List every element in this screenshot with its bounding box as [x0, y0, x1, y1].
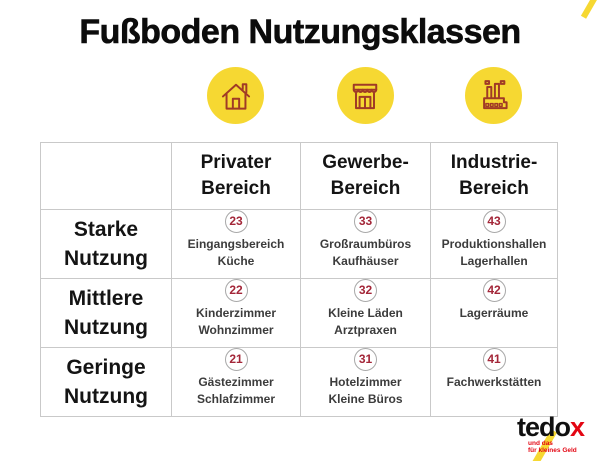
row-label-geringe-nutzung: Geringe Nutzung — [40, 347, 172, 417]
column-header-industrie-bereich: Industrie- Bereich — [430, 142, 558, 210]
row-label-mittlere-nutzung: Mittlere Nutzung — [40, 278, 172, 348]
cell-text: Kleine Läden Arztpraxen — [328, 306, 403, 337]
table-cell: 31 Hotelzimmer Kleine Büros — [300, 347, 431, 417]
table-cell: 21 Gästezimmer Schlafzimmer — [171, 347, 301, 417]
class-number-badge: 42 — [482, 279, 506, 302]
brand-wordmark: tedox — [480, 412, 585, 442]
table-row-mittlere-nutzung: Mittlere Nutzung 22 Kinderzimmer Wohnzim… — [40, 278, 558, 348]
class-number-badge: 23 — [224, 210, 248, 233]
icon-spacer — [40, 67, 171, 124]
column-header-gewerbe-bereich: Gewerbe- Bereich — [300, 142, 431, 210]
tedox-logo: tedox und das für kleines Geld — [480, 412, 585, 461]
table-cell: 33 Großraumbüros Kaufhäuser — [300, 209, 431, 279]
class-number-badge: 33 — [354, 210, 377, 233]
table-cell: 43 Produktionshallen Lagerhallen — [430, 209, 558, 279]
table-row-starke-nutzung: Starke Nutzung 23 Eingangsbereich Küche … — [40, 209, 558, 279]
class-number-badge: 22 — [224, 279, 248, 302]
icon-row — [40, 67, 557, 124]
class-number-badge: 41 — [482, 348, 506, 371]
brand-x: x — [569, 412, 585, 442]
factory-icon — [465, 67, 522, 124]
class-number-badge: 21 — [224, 348, 248, 371]
table-cell: 41 Fachwerkstätten — [430, 347, 558, 417]
cell-text: Fachwerkstätten — [446, 375, 542, 389]
class-number-badge: 31 — [354, 348, 377, 371]
cell-text: Produktionshallen Lagerhallen — [441, 237, 547, 268]
store-icon — [336, 67, 394, 124]
house-icon — [207, 67, 264, 124]
cell-text: Lagerräume — [459, 306, 529, 320]
page-title: Fußboden Nutzungsklassen — [79, 13, 521, 52]
table-cell: 22 Kinderzimmer Wohnzimmer — [171, 278, 301, 348]
cell-text: Gästezimmer Schlafzimmer — [196, 375, 276, 406]
table-cell: 32 Kleine Läden Arztpraxen — [300, 278, 431, 348]
class-number-badge: 32 — [354, 279, 377, 302]
cell-text: Eingangsbereich Küche — [187, 237, 285, 268]
cell-text: Hotelzimmer Kleine Büros — [328, 375, 403, 406]
brand-black: tedo — [516, 412, 571, 442]
table-cell: 23 Eingangsbereich Küche — [171, 209, 301, 279]
table-row-geringe-nutzung: Geringe Nutzung 21 Gästezimmer Schlafzim… — [40, 347, 558, 417]
brand-slogan: und das für kleines Geld — [528, 440, 577, 454]
usage-class-table: Privater Bereich Gewerbe- Bereich Indust… — [40, 142, 558, 417]
header-row: Privater Bereich Gewerbe- Bereich Indust… — [40, 142, 558, 210]
column-header-privater-bereich: Privater Bereich — [171, 142, 301, 210]
cell-text: Großraumbüros Kaufhäuser — [319, 237, 412, 268]
corner-cell — [40, 142, 172, 210]
table-cell: 42 Lagerräume — [430, 278, 558, 348]
cell-text: Kinderzimmer Wohnzimmer — [195, 306, 277, 337]
row-label-starke-nutzung: Starke Nutzung — [40, 209, 172, 279]
class-number-badge: 43 — [482, 210, 506, 233]
